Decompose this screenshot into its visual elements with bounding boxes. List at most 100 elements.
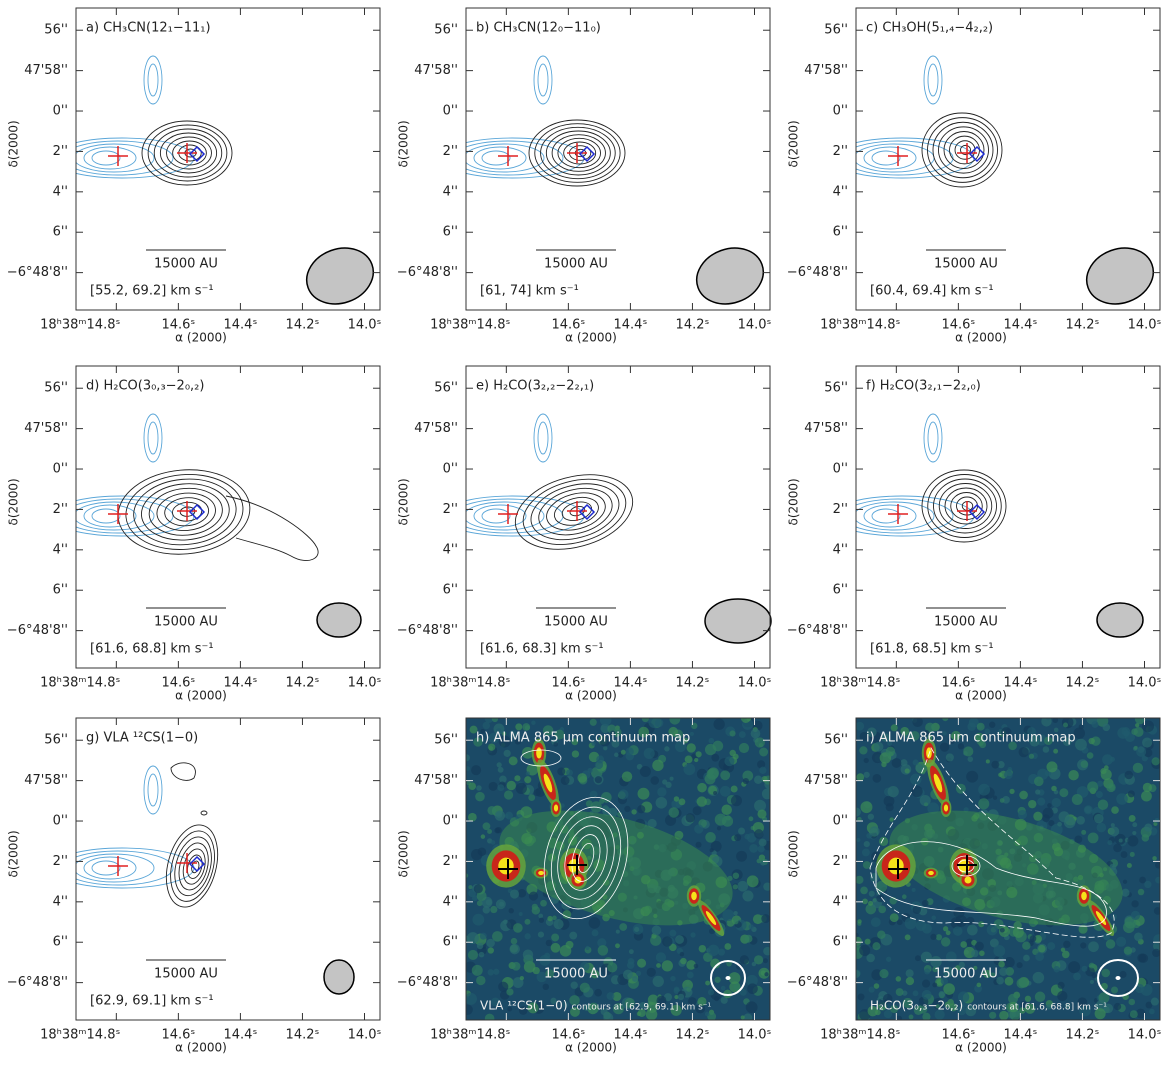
noise (653, 976, 664, 987)
y-tick-label: 56'' (44, 381, 68, 396)
noise (1133, 763, 1143, 773)
noise (589, 917, 601, 929)
noise (739, 731, 746, 738)
noise (607, 962, 617, 972)
y-tick-label: 6'' (443, 935, 458, 950)
noise (747, 875, 759, 887)
noise (631, 809, 636, 814)
noise (1121, 889, 1129, 897)
y-tick-label: 0'' (833, 104, 848, 119)
y-tick-label: 4'' (53, 184, 68, 199)
scale-bar-label: 15000 AU (934, 967, 998, 982)
scale-bar-label: 15000 AU (544, 615, 608, 630)
y-tick-label: 0'' (833, 814, 848, 829)
noise (738, 827, 745, 834)
beam (1116, 976, 1121, 980)
noise (855, 876, 863, 884)
reference-contour (144, 414, 162, 462)
noise (876, 894, 884, 902)
noise (1114, 1003, 1121, 1010)
noise (888, 786, 899, 797)
reference-contour (538, 64, 548, 96)
y-tick-label: 2'' (53, 502, 68, 517)
noise (495, 810, 506, 821)
noise (488, 947, 494, 953)
noise (596, 755, 604, 763)
beam (705, 599, 771, 643)
noise (551, 943, 561, 953)
velocity-range: [61, 74] km s⁻¹ (480, 284, 579, 299)
noise (1087, 781, 1098, 792)
noise (1135, 723, 1139, 727)
noise (572, 750, 579, 757)
noise (1132, 831, 1136, 835)
noise (868, 814, 874, 820)
noise (557, 768, 565, 776)
beam (324, 960, 354, 994)
noise (886, 747, 895, 756)
noise (1025, 996, 1031, 1002)
y-axis-label: δ(2000) (787, 830, 801, 877)
noise (1097, 823, 1107, 833)
noise (686, 987, 691, 992)
noise (696, 842, 702, 848)
noise (598, 945, 609, 956)
reference-contour (924, 414, 942, 462)
noise (968, 756, 974, 762)
noise (1123, 880, 1127, 884)
noise (749, 924, 754, 929)
noise (472, 965, 483, 976)
noise (1034, 929, 1041, 936)
y-tick-label: 56'' (44, 23, 68, 38)
noise (1073, 973, 1081, 981)
noise (924, 968, 930, 974)
noise (495, 827, 501, 833)
noise (476, 976, 486, 986)
y-tick-label: −6°48'8'' (397, 975, 458, 990)
contour (944, 132, 984, 169)
y-axis-label: δ(2000) (7, 830, 21, 877)
reference-contour (464, 144, 544, 172)
y-tick-label: 6'' (443, 583, 458, 598)
noise (472, 914, 484, 926)
noise (993, 945, 1005, 957)
noise (721, 986, 726, 991)
caption-source: VLA ¹²CS(1−0) (480, 999, 568, 1013)
noise (498, 982, 508, 992)
noise (1019, 791, 1028, 800)
noise (675, 935, 684, 944)
noise (1113, 844, 1122, 853)
noise (623, 970, 633, 980)
noise (1053, 966, 1059, 972)
y-axis-label: δ(2000) (7, 478, 21, 525)
y-axis-label: δ(2000) (397, 478, 411, 525)
reference-contour (482, 509, 510, 523)
noise (906, 969, 914, 977)
noise (1101, 769, 1112, 780)
noise (526, 771, 530, 775)
noise (1033, 812, 1042, 821)
noise (749, 844, 758, 853)
noise (946, 951, 957, 962)
noise (744, 935, 752, 943)
noise (699, 945, 706, 952)
x-axis-label: α (2000) (175, 331, 227, 345)
reference-contour (74, 502, 154, 530)
noise (998, 961, 1005, 968)
noise (878, 906, 886, 914)
noise (481, 834, 485, 838)
y-tick-label: 2'' (53, 144, 68, 159)
x-tick-label: 14.2ˢ (1066, 1028, 1100, 1043)
noise (1047, 942, 1055, 950)
contour (171, 763, 195, 781)
x-tick-label: 14.2ˢ (676, 318, 710, 333)
velocity-range: [62.9, 69.1] km s⁻¹ (90, 994, 214, 1009)
noise (1130, 852, 1135, 857)
reference-contour (872, 151, 900, 165)
beam (726, 976, 731, 980)
noise (1019, 747, 1029, 757)
noise (741, 1015, 745, 1019)
noise (946, 753, 954, 761)
